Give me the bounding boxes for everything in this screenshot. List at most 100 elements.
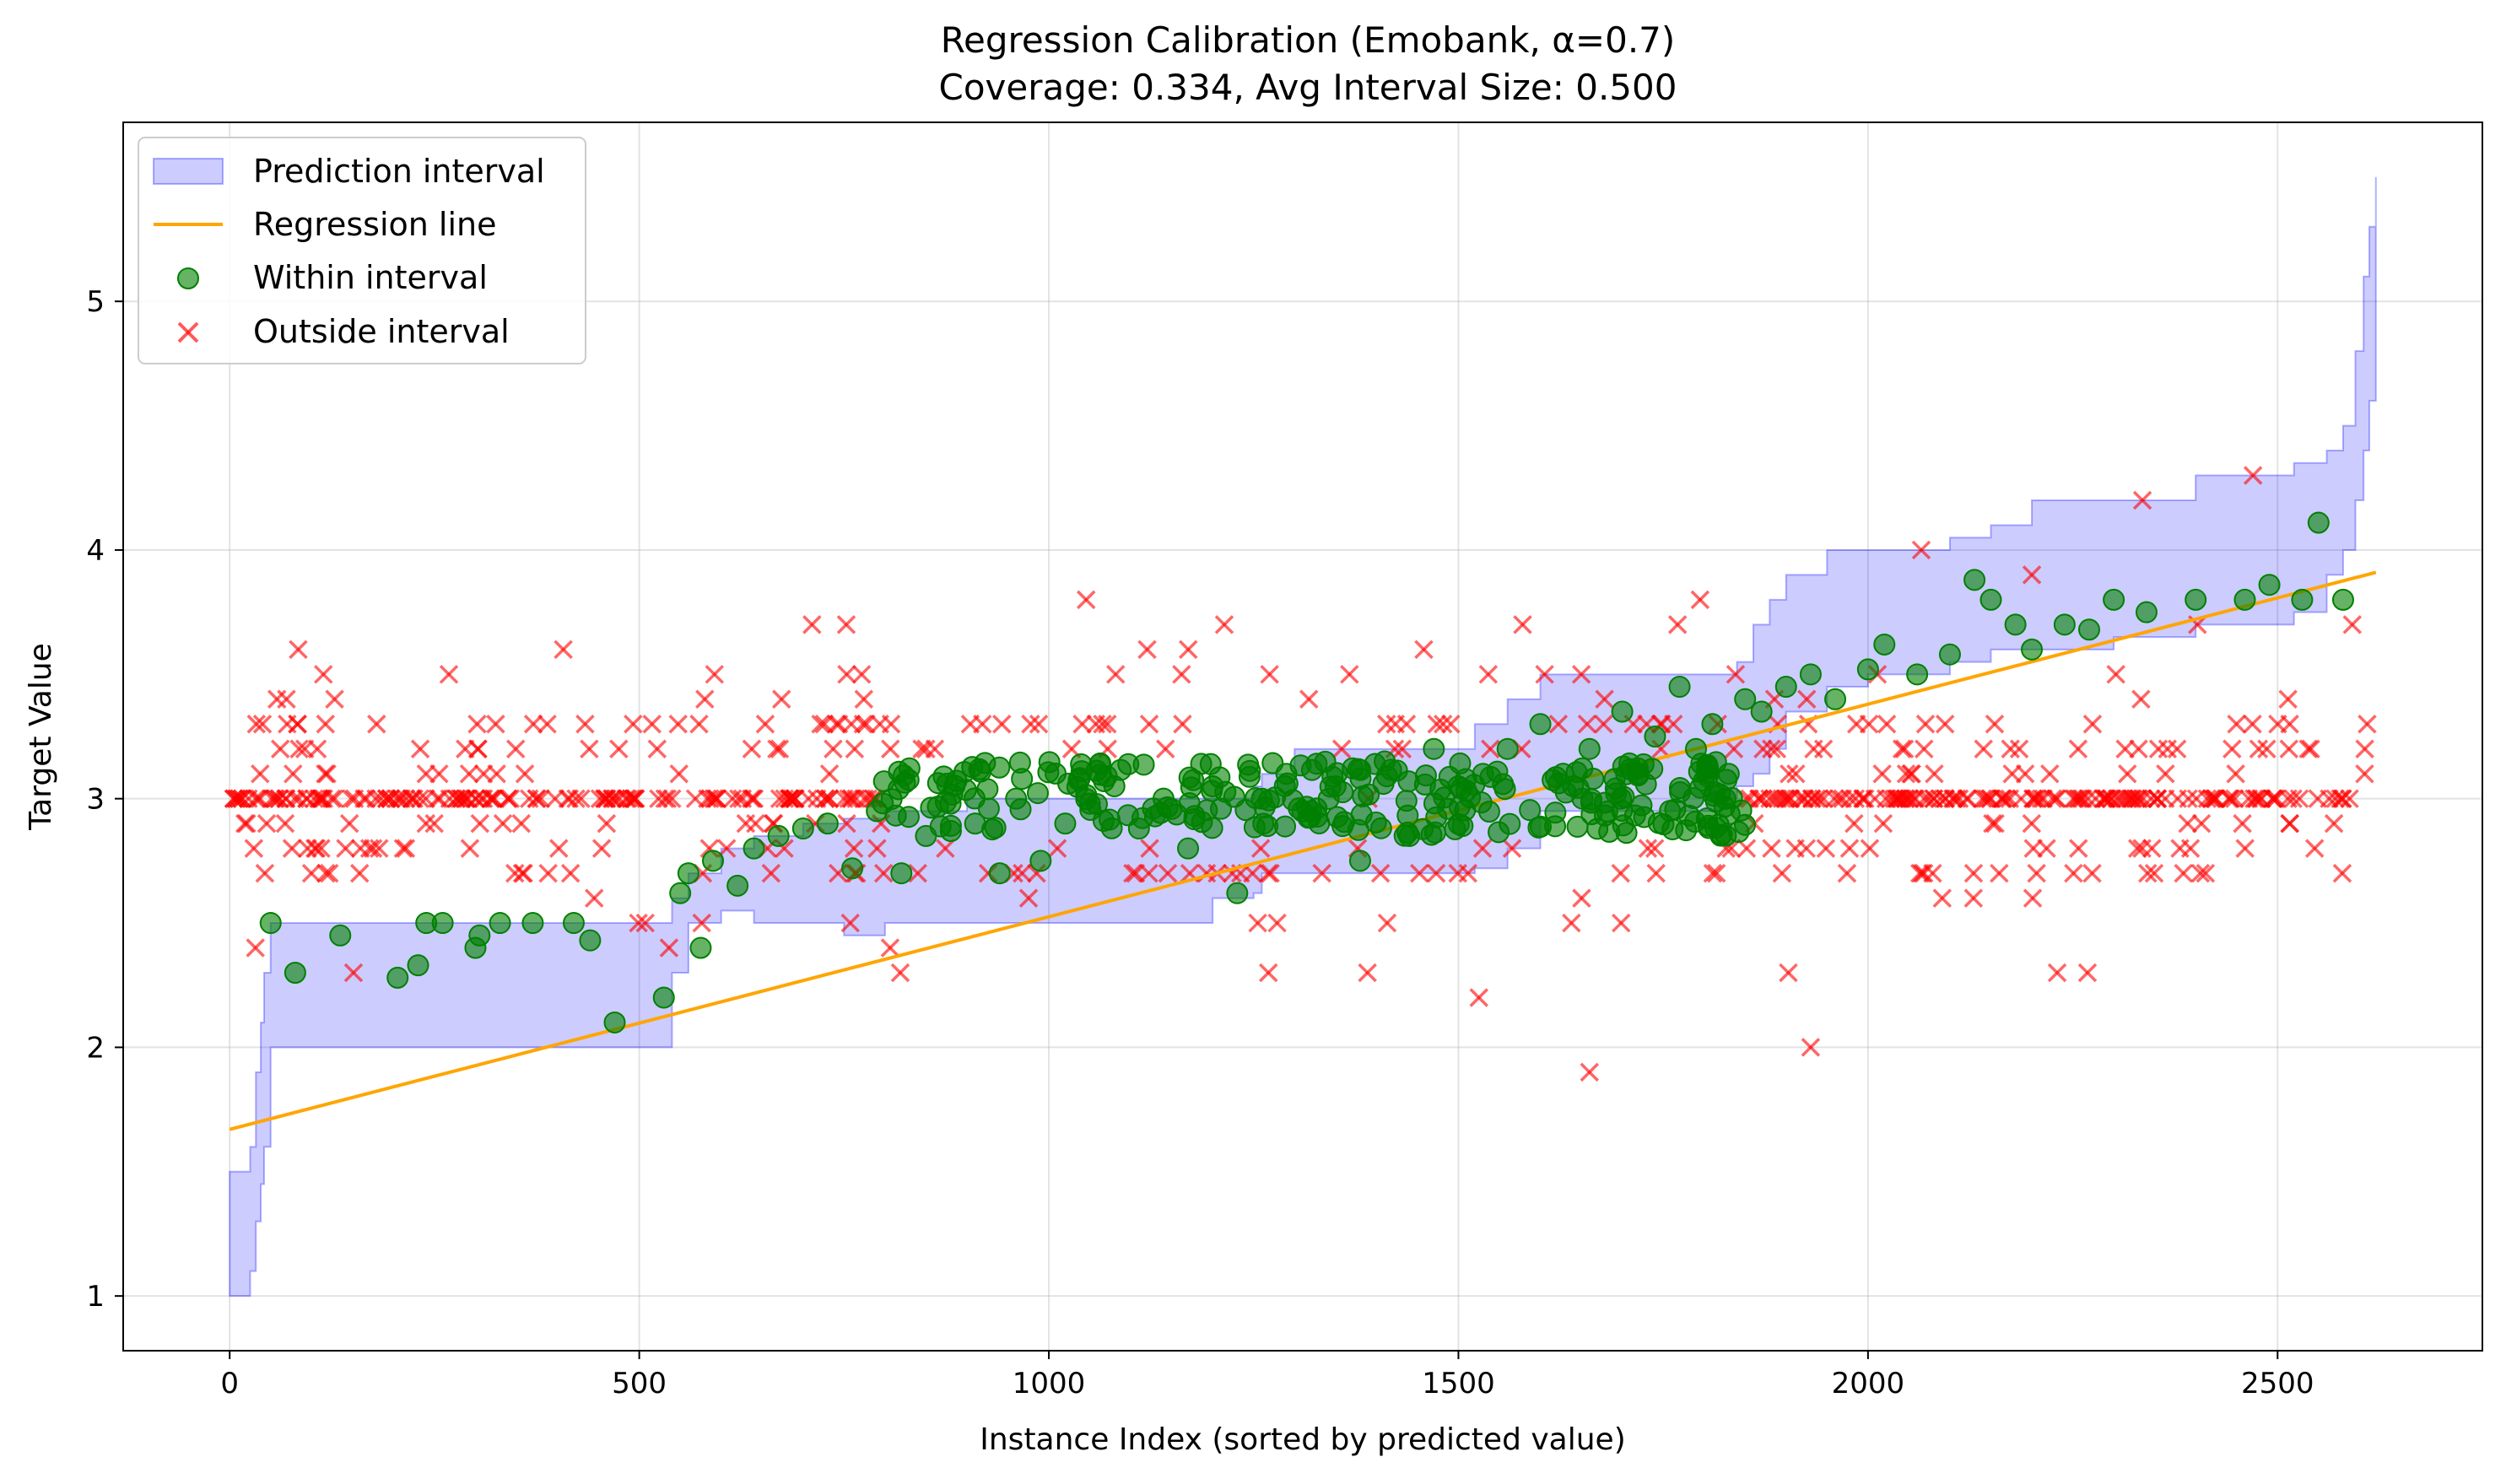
outside-point (2333, 789, 2352, 808)
cross-stroke (742, 789, 761, 808)
within-point (841, 857, 864, 880)
outside-point (1018, 888, 1039, 908)
cross-stroke (1433, 715, 1453, 734)
y-tick-label: 5 (86, 285, 105, 319)
outside-point (2244, 789, 2264, 808)
cross-stroke (782, 789, 802, 808)
cross-stroke (1724, 739, 1744, 758)
cross-stroke (1901, 764, 1920, 784)
cross-stroke (1392, 739, 1412, 758)
outside-point (2195, 863, 2216, 883)
within-point (1459, 785, 1482, 808)
within-point (1423, 821, 1446, 844)
outside-point (1261, 863, 1280, 883)
legend-box (138, 137, 586, 364)
cross-stroke (824, 739, 843, 758)
legend-swatch-prediction-interval (153, 158, 224, 185)
outside-point (1396, 715, 1417, 734)
outside-point (500, 789, 521, 808)
regression-line (229, 570, 2377, 1131)
within-point (1029, 850, 1052, 872)
within-point (1529, 713, 1552, 736)
cross-stroke (1156, 739, 1175, 758)
outside-point (2206, 789, 2225, 808)
cross-stroke (284, 764, 303, 784)
outside-point (1548, 715, 1569, 734)
outside-point (744, 789, 764, 808)
outside-point (786, 789, 805, 808)
outside-point (1786, 764, 1806, 784)
cross-stroke (1786, 764, 1806, 784)
cross-stroke (275, 813, 295, 834)
outside-point (624, 715, 643, 734)
cross-stroke (844, 839, 864, 858)
outside-point (289, 739, 309, 758)
cross-stroke (1377, 913, 1397, 933)
within-point (259, 912, 282, 935)
within-point (669, 882, 692, 904)
within-point (407, 954, 429, 977)
cross-stroke (255, 863, 275, 883)
outside-point (1179, 639, 1198, 660)
within-point (1496, 737, 1519, 760)
cross-stroke (802, 615, 822, 634)
outside-point (1901, 764, 1920, 784)
legend-label-regression-line: Regression line (253, 206, 497, 243)
cross-stroke (2357, 715, 2377, 734)
outside-point (2047, 963, 2067, 983)
outside-point (1267, 913, 1287, 933)
cross-stroke (1772, 863, 1792, 883)
cross-stroke (2132, 490, 2152, 510)
outside-point (642, 715, 662, 734)
cross-stroke (270, 789, 289, 808)
cross-stroke (1123, 863, 1142, 883)
cross-stroke (2077, 963, 2098, 983)
outside-point (1963, 863, 1984, 883)
cross-stroke (775, 839, 794, 858)
cross-stroke (416, 764, 436, 784)
outside-point (1377, 913, 1397, 933)
cross-stroke (1595, 689, 1614, 710)
within-point (936, 772, 959, 795)
cross-stroke (1299, 689, 1319, 710)
cross-stroke (2283, 789, 2303, 808)
outside-point (275, 813, 295, 834)
outside-point (523, 715, 543, 734)
outside-point (554, 639, 573, 660)
outside-point (2266, 789, 2287, 808)
within-point (887, 778, 910, 801)
cross-stroke (2325, 789, 2345, 808)
cross-stroke (1804, 739, 1823, 758)
cross-stroke (514, 863, 533, 883)
cross-stroke (2355, 739, 2374, 758)
outside-point (844, 839, 864, 858)
within-point (386, 966, 409, 989)
cross-stroke (270, 739, 290, 758)
x-tick-label: 1500 (1422, 1367, 1495, 1400)
cross-stroke (1667, 615, 1688, 634)
cross-stroke (1985, 715, 2005, 734)
outside-point (692, 913, 711, 933)
outside-point (1137, 639, 1157, 660)
outside-point (1072, 715, 1092, 734)
cross-stroke (1876, 789, 1896, 808)
outside-point (1029, 715, 1049, 734)
x-tick-label: 2000 (1832, 1367, 1905, 1400)
outside-point (2097, 789, 2117, 808)
outside-point (278, 715, 297, 734)
cross-stroke (246, 789, 266, 808)
outside-point (511, 813, 532, 834)
cross-stroke (470, 813, 490, 834)
within-point (2291, 588, 2314, 611)
cross-stroke (2097, 789, 2117, 808)
cross-stroke (1260, 665, 1279, 684)
outside-point (505, 739, 526, 758)
within-point (1715, 769, 1738, 791)
cross-stroke (1105, 665, 1126, 684)
cross-stroke (363, 839, 383, 858)
outside-point (1780, 789, 1800, 808)
outside-point (1797, 689, 1817, 710)
cross-stroke (336, 839, 355, 858)
outside-point (624, 789, 644, 808)
cross-stroke (224, 789, 244, 808)
